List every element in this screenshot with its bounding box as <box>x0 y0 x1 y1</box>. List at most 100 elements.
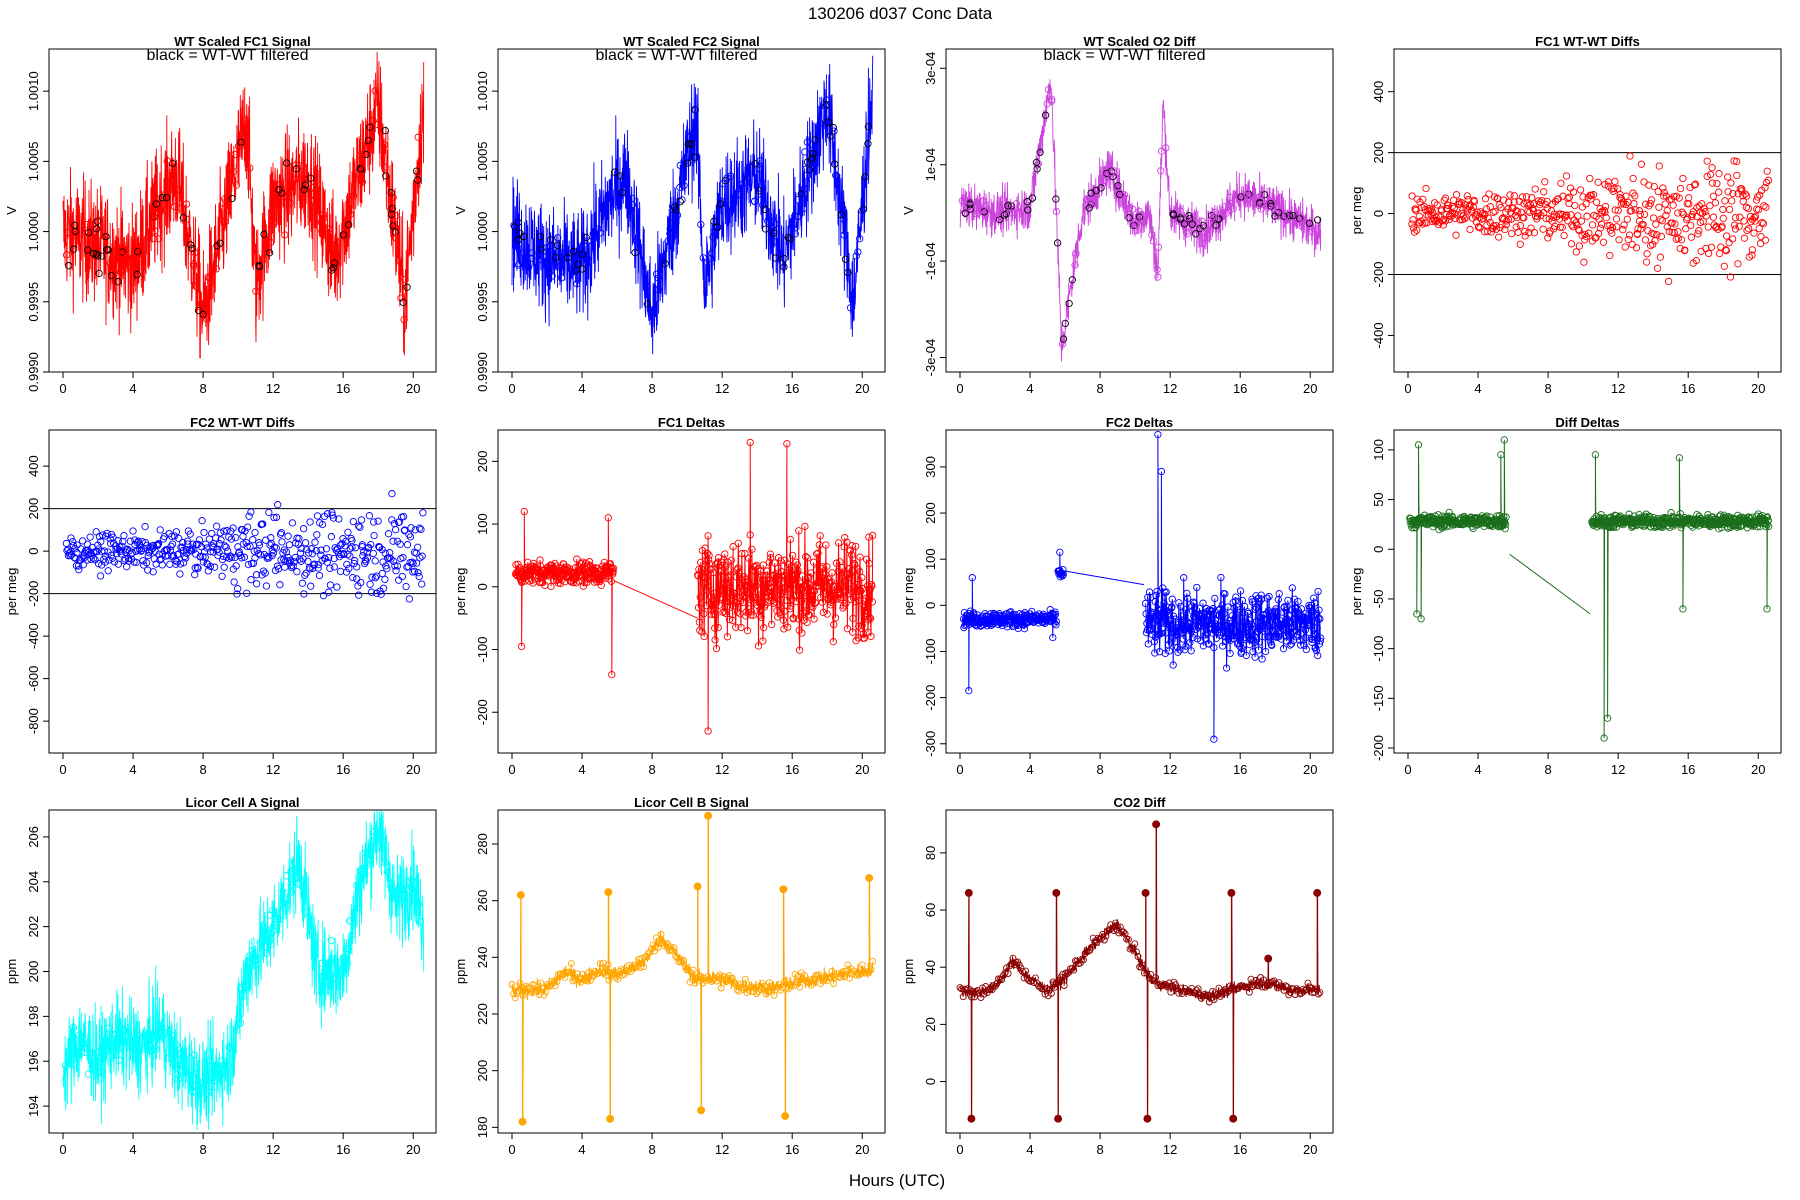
data-point <box>688 129 696 138</box>
y-tick-label: 240 <box>475 946 490 968</box>
data-point <box>246 164 254 172</box>
data-point <box>323 558 331 566</box>
data-point <box>595 969 603 977</box>
data-point <box>1656 253 1665 261</box>
data-point <box>1683 214 1692 222</box>
data-point <box>221 1060 229 1069</box>
data-point <box>755 190 763 198</box>
data-point <box>1199 240 1207 248</box>
data-point <box>1140 969 1148 977</box>
data-point <box>1703 157 1711 165</box>
plot-frame <box>945 48 1334 373</box>
data-point <box>1255 193 1264 201</box>
data-point <box>635 955 643 963</box>
data-point <box>1610 184 1618 193</box>
data-point <box>839 968 847 976</box>
data-point <box>1212 992 1220 1000</box>
data-point <box>167 542 175 550</box>
data-point <box>117 252 125 261</box>
data-point <box>1019 968 1026 976</box>
x-tick-label: 16 <box>785 762 799 777</box>
data-point <box>1676 184 1685 193</box>
data-point <box>135 1045 143 1053</box>
data-point <box>1706 170 1715 179</box>
data-point <box>1741 190 1749 198</box>
data-point <box>1623 215 1631 223</box>
data-point <box>755 187 763 195</box>
data-point <box>144 232 152 241</box>
data-point <box>1028 194 1037 202</box>
gap-bridge-line <box>1063 570 1144 586</box>
chart-title: WT Scaled O2 Diff <box>1084 34 1197 49</box>
data-point <box>329 514 338 522</box>
data-point <box>1646 199 1654 208</box>
data-point <box>399 895 408 903</box>
data-point <box>852 971 860 979</box>
data-point <box>190 1051 198 1059</box>
data-point <box>213 546 221 554</box>
data-point <box>1419 220 1427 228</box>
x-tick-label: 0 <box>956 762 963 777</box>
data-point <box>1709 192 1718 200</box>
data-point <box>1720 262 1728 270</box>
data-point <box>352 904 361 912</box>
data-point <box>554 263 562 271</box>
x-tick-label: 20 <box>406 381 420 396</box>
data-point <box>332 546 340 554</box>
data-point <box>799 204 808 213</box>
data-point <box>414 133 422 141</box>
data-point <box>335 515 343 523</box>
data-point <box>412 559 421 567</box>
data-point <box>275 181 283 189</box>
y-tick-label: 20 <box>923 1017 938 1031</box>
data-point <box>690 153 699 161</box>
data-point <box>296 549 305 557</box>
data-point <box>1579 193 1587 201</box>
data-point <box>133 1031 141 1039</box>
data-point <box>974 208 982 217</box>
data-point <box>604 961 612 969</box>
data-point <box>330 554 338 563</box>
x-tick-label: 20 <box>855 381 869 396</box>
data-point <box>1134 953 1142 960</box>
data-point <box>1563 211 1571 219</box>
data-point <box>301 539 310 547</box>
data-point <box>816 119 824 127</box>
data-point <box>553 241 562 250</box>
data-point <box>407 524 415 532</box>
data-point <box>1708 179 1717 187</box>
data-point <box>1697 247 1705 256</box>
data-point <box>578 265 586 273</box>
y-tick-label: 200 <box>475 1060 490 1082</box>
data-point <box>1655 162 1663 170</box>
data-point <box>144 566 152 574</box>
data-point <box>215 1069 223 1077</box>
data-point <box>300 590 308 598</box>
data-point <box>79 1040 87 1048</box>
x-tick-label: 12 <box>266 1142 280 1157</box>
data-point <box>191 248 199 257</box>
data-point <box>508 981 516 988</box>
y-tick-label: -600 <box>26 666 41 692</box>
data-point <box>1199 221 1208 230</box>
x-tick-label: 20 <box>1303 762 1317 777</box>
data-point <box>104 567 112 575</box>
data-point <box>1283 983 1291 991</box>
spike-point <box>779 885 788 894</box>
data-point <box>294 880 303 888</box>
plot-area <box>1406 436 1773 742</box>
data-point <box>1528 194 1536 202</box>
data-point <box>1082 196 1091 204</box>
data-point <box>375 543 384 552</box>
data-point <box>1255 982 1263 989</box>
data-point <box>821 102 830 110</box>
data-point <box>1137 963 1145 971</box>
data-point <box>353 575 361 583</box>
data-point <box>1154 243 1163 251</box>
data-point <box>618 188 626 197</box>
data-point <box>168 532 176 541</box>
data-point <box>232 181 241 189</box>
data-point <box>1052 195 1060 203</box>
data-point <box>1754 206 1763 214</box>
data-point <box>589 230 597 238</box>
